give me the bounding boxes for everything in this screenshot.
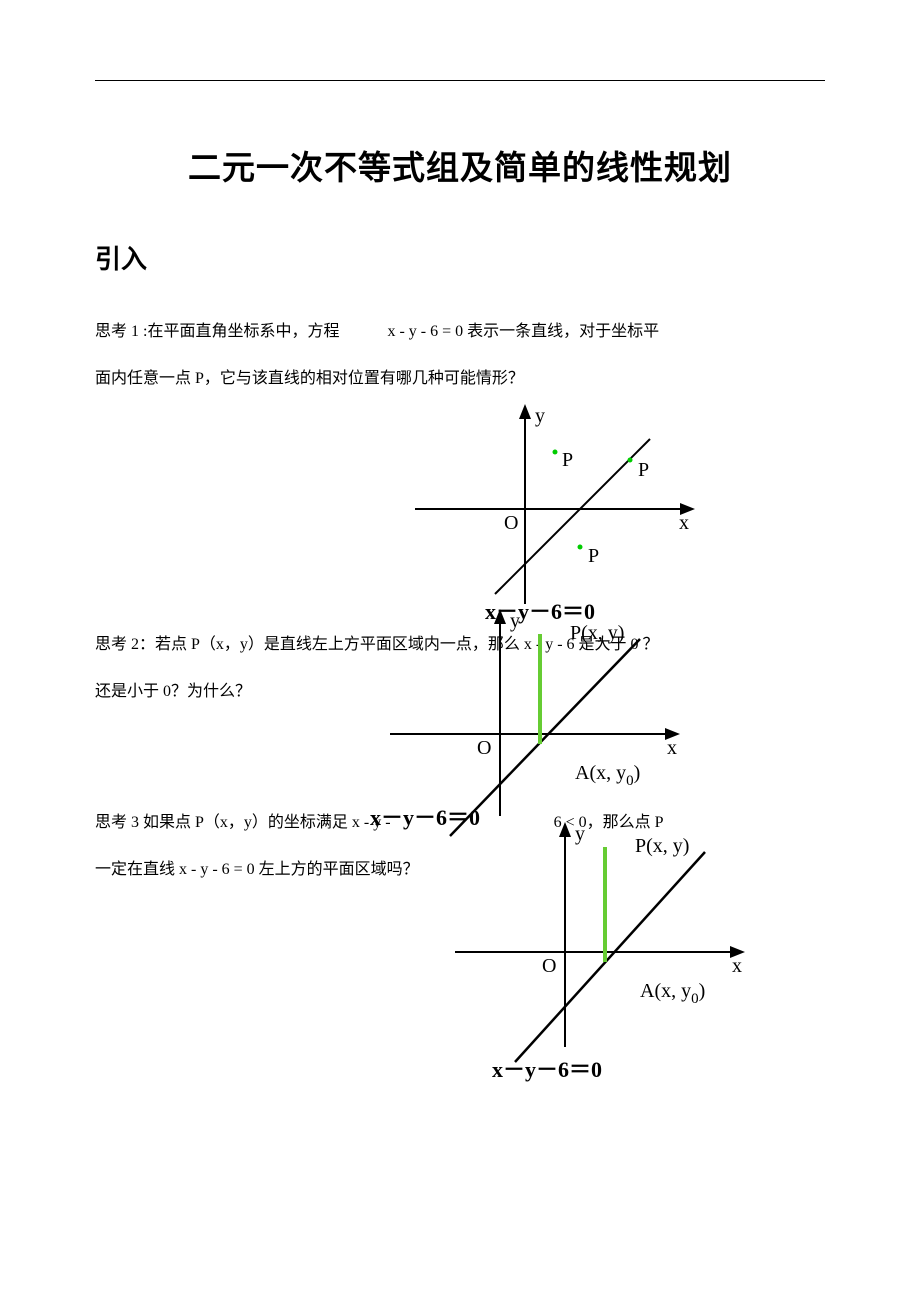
y-axis-label-3: y xyxy=(575,823,585,845)
a-xy0-label-3: A(x, y0) xyxy=(640,980,705,1007)
diagram-2: O x y P(x, y) A(x, y0) xyxy=(365,604,705,842)
page-title: 二元一次不等式组及简单的线性规划 xyxy=(95,141,825,189)
y-axis-label-2: y xyxy=(510,610,520,632)
eqn-label-3: x－y－6＝0 xyxy=(492,1057,602,1082)
p-xy-label-3: P(x, y) xyxy=(635,835,689,857)
a-xy0-label-2: A(x, y0) xyxy=(575,762,640,789)
origin-label: O xyxy=(504,512,518,534)
point-p1-label: P xyxy=(562,449,573,471)
origin-label-2: O xyxy=(477,737,491,759)
diagram-1: O x y P P P x－y－6＝0 xyxy=(405,404,705,624)
thought2-line2: 还是小于 0？为什么？ xyxy=(95,671,535,713)
thought1-line1: 思考 1 :在平面直角坐标系中，方程 x - y - 6 = 0 表示一条直线，… xyxy=(95,311,825,353)
x-axis-label: x xyxy=(679,512,689,534)
y-axis-label: y xyxy=(535,405,545,427)
section-2: 思考 2：若点 P（x，y）是直线左上方平面区域内一点，那么 x - y - 6… xyxy=(95,624,825,712)
diagram-1-wrap: O x y P P P x－y－6＝0 xyxy=(405,404,825,624)
thought1-b: x - y - 6 = 0 表示一条直线，对于坐标平 xyxy=(387,323,659,340)
thought1-a: 思考 1 :在平面直角坐标系中，方程 xyxy=(95,323,339,340)
thought3-a: 思考 3 如果点 P（x，y）的坐标满足 x - y - xyxy=(95,814,391,831)
point-p3-label: P xyxy=(588,545,599,567)
p-xy-label-2: P(x, y) xyxy=(570,622,624,644)
thought3-line2: 一定在直线 x - y - 6 = 0 左上方的平面区域吗？ xyxy=(95,849,525,891)
origin-label-3: O xyxy=(542,955,556,977)
x-axis-label-2: x xyxy=(667,737,677,759)
point-p2-label: P xyxy=(638,459,649,481)
top-divider xyxy=(95,80,825,81)
x-axis-label-3: x xyxy=(732,955,742,977)
section-3: 思考 3 如果点 P（x，y）的坐标满足 x - y - 6 < 0，那么点 P… xyxy=(95,802,825,890)
thought1-line2: 面内任意一点 P，它与该直线的相对位置有哪几种可能情形？ xyxy=(95,358,825,400)
subtitle: 引入 xyxy=(95,239,825,276)
